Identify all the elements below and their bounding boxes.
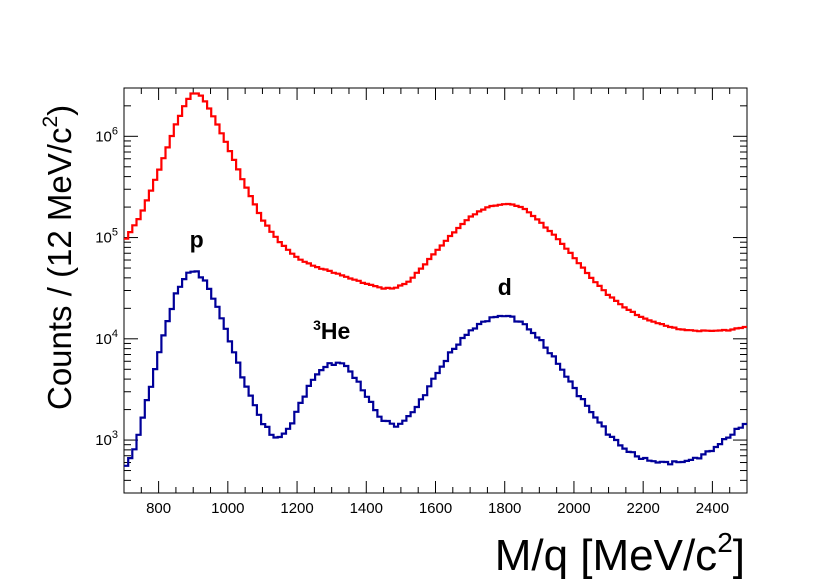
x-tick-label: 2200 (626, 500, 659, 517)
plot-frame (123, 87, 748, 494)
peak-label: p (190, 226, 204, 252)
peak-label: d (498, 274, 512, 300)
x-tick-label: 1800 (488, 500, 521, 517)
x-tick-label: 1200 (280, 500, 313, 517)
histogram-series (124, 92, 747, 467)
y-tick-label: 104 (95, 328, 118, 348)
y-axis-label: Counts / (12 MeV/c2) (39, 105, 78, 410)
x-tick-label: 1600 (419, 500, 452, 517)
y-tick-label: 106 (95, 125, 118, 145)
axis-ticks: 800 1000 1200 1400 1600 1800 2000 2200 2400 103 10… (95, 87, 748, 517)
x-tick-label: 2000 (557, 500, 590, 517)
x-tick-label: 800 (146, 500, 171, 517)
x-axis-label: M/q [MeV/c2] (495, 527, 745, 580)
peak-annotations: p 3He d (190, 226, 512, 343)
y-tick-label: 105 (95, 227, 118, 247)
y-tick-label: 103 (95, 429, 118, 449)
x-tick-label: 2400 (696, 500, 729, 517)
x-tick-label: 1400 (350, 500, 383, 517)
series-identified (124, 270, 747, 467)
peak-label: 3He (313, 317, 350, 344)
series-all (124, 92, 747, 333)
x-tick-label: 1000 (211, 500, 244, 517)
